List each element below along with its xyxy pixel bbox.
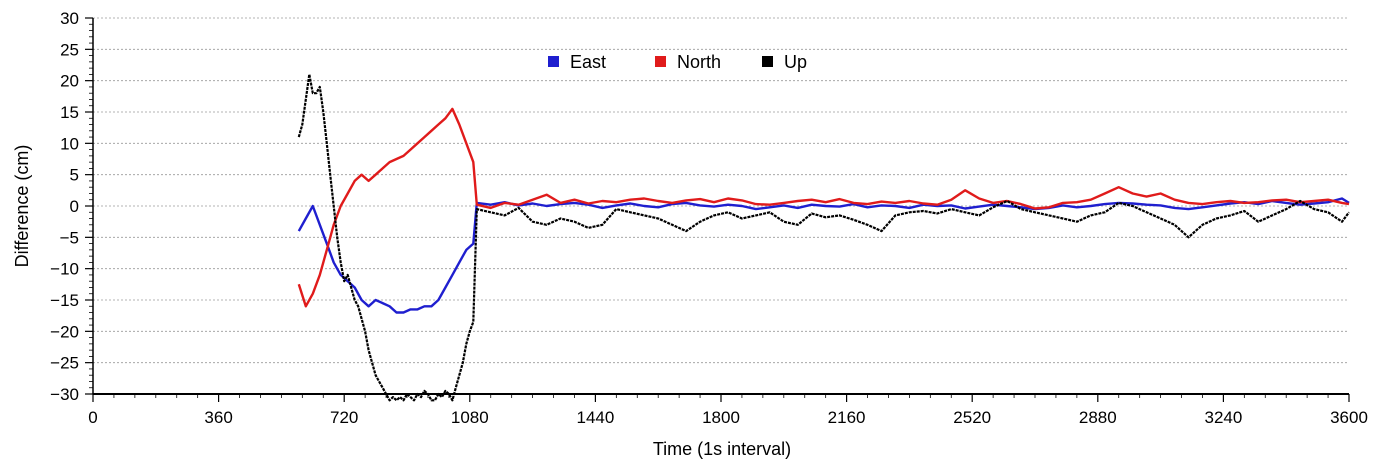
y-tick-label: −5 bbox=[60, 228, 79, 247]
x-tick-label: 1080 bbox=[451, 408, 489, 427]
legend-label-east: East bbox=[570, 52, 606, 72]
x-tick-label: 2880 bbox=[1079, 408, 1117, 427]
series-line-up-segment-1 bbox=[297, 73, 1350, 402]
series-line-north-segment-1 bbox=[297, 107, 1350, 308]
legend-swatch-up bbox=[762, 56, 773, 67]
y-tick-label: −20 bbox=[50, 322, 79, 341]
legend-swatch-north bbox=[655, 56, 666, 67]
x-tick-label: 3600 bbox=[1330, 408, 1368, 427]
y-tick-label: 25 bbox=[60, 40, 79, 59]
y-tick-label: 10 bbox=[60, 134, 79, 153]
y-tick-label: −25 bbox=[50, 354, 79, 373]
y-tick-label: −10 bbox=[50, 260, 79, 279]
y-tick-label: 15 bbox=[60, 103, 79, 122]
legend-swatch-east bbox=[548, 56, 559, 67]
y-axis-title: Difference (cm) bbox=[12, 145, 32, 268]
y-tick-label: −30 bbox=[50, 385, 79, 404]
series-line-east-segment-1 bbox=[297, 197, 1350, 314]
y-tick-label: 0 bbox=[70, 197, 79, 216]
y-tick-label: 30 bbox=[60, 9, 79, 28]
x-axis-title: Time (1s interval) bbox=[653, 439, 791, 459]
legend-label-up: Up bbox=[784, 52, 807, 72]
x-tick-label: 2520 bbox=[953, 408, 991, 427]
y-tick-label: 20 bbox=[60, 72, 79, 91]
x-tick-label: 1440 bbox=[576, 408, 614, 427]
x-tick-label: 360 bbox=[204, 408, 232, 427]
legend: East North Up bbox=[548, 52, 807, 72]
x-tick-label: 1800 bbox=[702, 408, 740, 427]
x-tick-label: 720 bbox=[330, 408, 358, 427]
x-tick-label: 0 bbox=[88, 408, 97, 427]
x-tick-label: 2160 bbox=[828, 408, 866, 427]
y-tick-label: 5 bbox=[70, 166, 79, 185]
x-tick-label: 3240 bbox=[1204, 408, 1242, 427]
y-tick-label: −15 bbox=[50, 291, 79, 310]
legend-label-north: North bbox=[677, 52, 721, 72]
series-lines bbox=[297, 73, 1350, 402]
